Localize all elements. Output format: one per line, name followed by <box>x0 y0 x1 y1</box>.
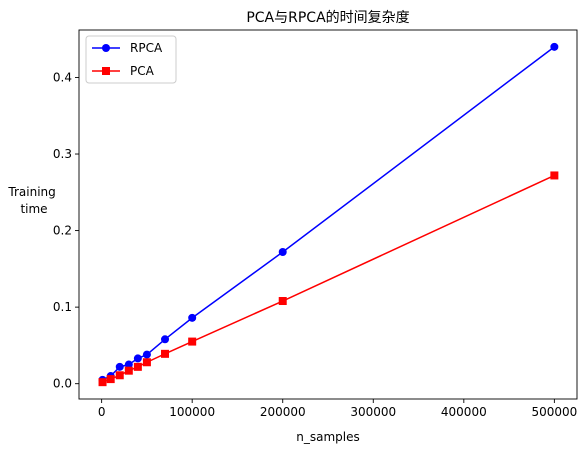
data-point-rpca <box>142 350 151 359</box>
y-ticks: 0.0 0.1 0.2 0.3 0.4 <box>53 70 79 391</box>
legend: RPCA PCA <box>85 35 177 84</box>
x-axis-label: n_samples <box>296 430 360 444</box>
x-tick-label: 500000 <box>531 405 577 419</box>
x-tick-label: 100000 <box>169 405 215 419</box>
legend-marker-rpca <box>102 44 110 52</box>
data-point-rpca <box>550 42 559 51</box>
plot-area: 0 100000 200000 300000 400000 500000 0.00.10.… <box>53 29 578 419</box>
axes-frame <box>78 29 578 400</box>
data-point-rpca <box>133 354 142 363</box>
series-line-rpca <box>102 46 555 381</box>
y-axis-label-line-2: time <box>20 202 47 216</box>
series-layer <box>98 42 559 387</box>
legend-label-pca: PCA <box>130 64 155 78</box>
y-axis-label: Training time <box>7 185 59 216</box>
x-tick-label: 0 <box>98 405 106 419</box>
legend-entry-pca: PCA <box>92 64 155 78</box>
x-tick-label: 300000 <box>350 405 396 419</box>
data-point-rpca <box>161 335 170 344</box>
y-tick-label: 0.4 <box>53 70 72 84</box>
legend-label-rpca: RPCA <box>130 41 163 55</box>
data-point-pca <box>98 378 107 387</box>
data-point-rpca <box>188 313 197 322</box>
data-point-rpca <box>124 360 133 369</box>
data-point-pca <box>124 366 133 375</box>
data-point-pca <box>133 362 142 371</box>
data-point-rpca <box>115 362 124 371</box>
data-point-pca <box>106 375 115 384</box>
chart-title: PCA与RPCA的时间复杂度 <box>246 9 409 26</box>
series-line-pca <box>102 174 555 383</box>
y-tick-label: 0.0 <box>53 377 72 391</box>
data-point-pca <box>161 349 170 358</box>
x-tick-label: 200000 <box>260 405 306 419</box>
x-tick-label: 400000 <box>441 405 487 419</box>
y-axis-label-line-1: Training <box>7 185 55 199</box>
y-tick-label: 0.1 <box>53 300 72 314</box>
data-point-pca <box>142 358 151 367</box>
x-ticks: 0 100000 200000 300000 400000 500000 <box>98 399 577 419</box>
data-point-pca <box>278 297 287 306</box>
data-point-pca <box>188 337 197 346</box>
data-point-pca <box>550 171 559 180</box>
data-point-pca <box>115 371 124 380</box>
y-tick-label: 0.2 <box>53 224 72 238</box>
legend-entry-rpca: RPCA <box>92 41 163 55</box>
data-point-rpca <box>278 248 287 257</box>
legend-marker-pca <box>102 67 110 75</box>
y-tick-label: 0.3 <box>53 147 72 161</box>
